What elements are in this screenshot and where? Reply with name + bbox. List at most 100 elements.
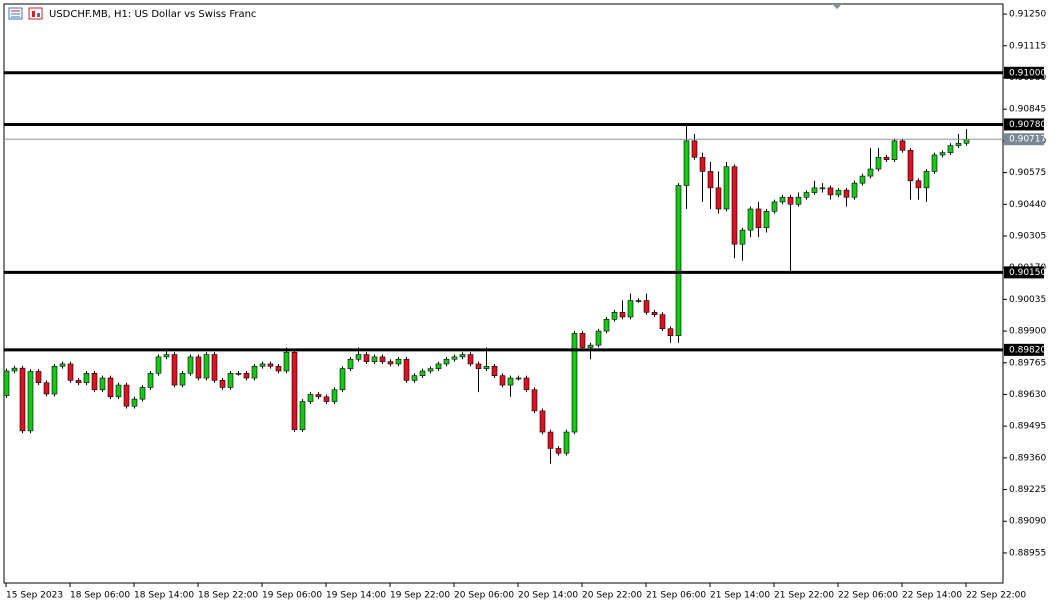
candle-body xyxy=(819,187,826,190)
candle-body xyxy=(699,157,706,172)
y-tick-label: 0.88955 xyxy=(1009,548,1046,558)
candle-body xyxy=(243,373,250,379)
candle-body xyxy=(923,171,930,189)
candle-body xyxy=(155,356,162,374)
x-tick-label: 18 Sep 14:00 xyxy=(134,591,194,601)
icon xyxy=(28,7,43,20)
candle-body xyxy=(835,189,842,196)
symbol-icons xyxy=(8,7,43,20)
candle-body xyxy=(139,387,146,400)
candle-body xyxy=(11,367,18,372)
candle-body xyxy=(211,354,218,381)
candle-body xyxy=(363,354,370,362)
candle-body xyxy=(115,384,122,398)
candle-body xyxy=(147,373,154,388)
level-box xyxy=(1004,118,1044,131)
candle-body xyxy=(339,368,346,391)
x-tick-label: 19 Sep 06:00 xyxy=(262,591,322,601)
candle-body xyxy=(651,311,658,315)
y-tick-label: 0.91250 xyxy=(1009,10,1046,20)
candle-body xyxy=(787,196,794,205)
candle-body xyxy=(587,344,594,348)
candle-body xyxy=(675,185,682,337)
candle-body xyxy=(635,300,642,302)
candle-body xyxy=(683,140,690,186)
candle-body xyxy=(843,189,850,198)
y-tick-label: 0.89225 xyxy=(1009,485,1046,495)
candle-body xyxy=(419,370,426,376)
icon xyxy=(37,13,40,17)
x-tick-label: 20 Sep 06:00 xyxy=(454,591,514,601)
candle-body xyxy=(123,384,130,407)
candle-body xyxy=(555,448,562,454)
candle-body xyxy=(259,363,266,367)
candle-body xyxy=(859,175,866,184)
candle-body xyxy=(435,363,442,369)
candle-body xyxy=(707,171,714,189)
candle-body xyxy=(563,431,570,454)
x-tick-label: 22 Sep 22:00 xyxy=(966,591,1026,601)
candle-body xyxy=(251,365,258,379)
candle-body xyxy=(763,211,770,229)
candle-body xyxy=(731,166,738,245)
candle-body xyxy=(291,351,298,430)
candle-body xyxy=(939,152,946,156)
candle-body xyxy=(171,354,178,386)
candle-body xyxy=(379,356,386,362)
candle-body xyxy=(723,166,730,210)
candle-body xyxy=(491,365,498,376)
x-tick-label: 21 Sep 22:00 xyxy=(774,591,834,601)
candle-body xyxy=(283,351,290,372)
candle-body xyxy=(131,398,138,407)
candle-body xyxy=(347,358,354,369)
candle-body xyxy=(267,363,274,367)
candle-body xyxy=(899,140,906,151)
x-tick-label: 20 Sep 22:00 xyxy=(582,591,642,601)
x-tick-label: 22 Sep 14:00 xyxy=(902,591,962,601)
candle-body xyxy=(955,142,962,146)
y-tick-label: 0.89630 xyxy=(1009,390,1046,400)
candle-body xyxy=(507,377,514,386)
x-tick-label: 21 Sep 06:00 xyxy=(646,591,706,601)
x-tick-label: 18 Sep 22:00 xyxy=(198,591,258,601)
last-price-box xyxy=(1004,133,1044,146)
candle-body xyxy=(179,373,186,386)
candle-body xyxy=(891,140,898,160)
candle-body xyxy=(35,371,42,384)
x-tick-label: 15 Sep 2023 xyxy=(6,591,63,601)
candle-body xyxy=(315,394,322,398)
candle-body xyxy=(715,187,722,210)
y-tick-label: 0.89765 xyxy=(1009,358,1046,368)
candle-body xyxy=(3,370,10,396)
candle-body xyxy=(755,208,762,229)
candle-body xyxy=(59,363,66,367)
candle-body xyxy=(659,314,666,330)
candle-body xyxy=(403,358,410,381)
candle-body xyxy=(747,208,754,231)
candle-body xyxy=(779,196,786,203)
candle-body xyxy=(739,229,746,245)
candle-body xyxy=(931,154,938,172)
plot-frame xyxy=(3,3,1004,584)
candle-body xyxy=(531,389,538,412)
candle-body xyxy=(667,328,674,337)
candle-body xyxy=(619,311,626,318)
y-tick-label: 0.91115 xyxy=(1009,41,1046,51)
candle-body xyxy=(19,367,26,432)
candle-body xyxy=(227,373,234,388)
candle-body xyxy=(523,377,530,391)
x-tick-label: 21 Sep 14:00 xyxy=(710,591,770,601)
candle-body xyxy=(219,380,226,388)
level-box xyxy=(1004,266,1044,279)
candle-body xyxy=(547,431,554,449)
candle-body xyxy=(275,365,282,372)
candle-body xyxy=(371,356,378,362)
candle-body xyxy=(323,396,330,402)
y-tick-label: 0.90845 xyxy=(1009,105,1046,115)
candle-body xyxy=(443,358,450,365)
candle-body xyxy=(907,149,914,182)
level-label: 0.90780 xyxy=(1009,120,1046,130)
candle-body xyxy=(195,356,202,379)
icon xyxy=(32,11,35,17)
